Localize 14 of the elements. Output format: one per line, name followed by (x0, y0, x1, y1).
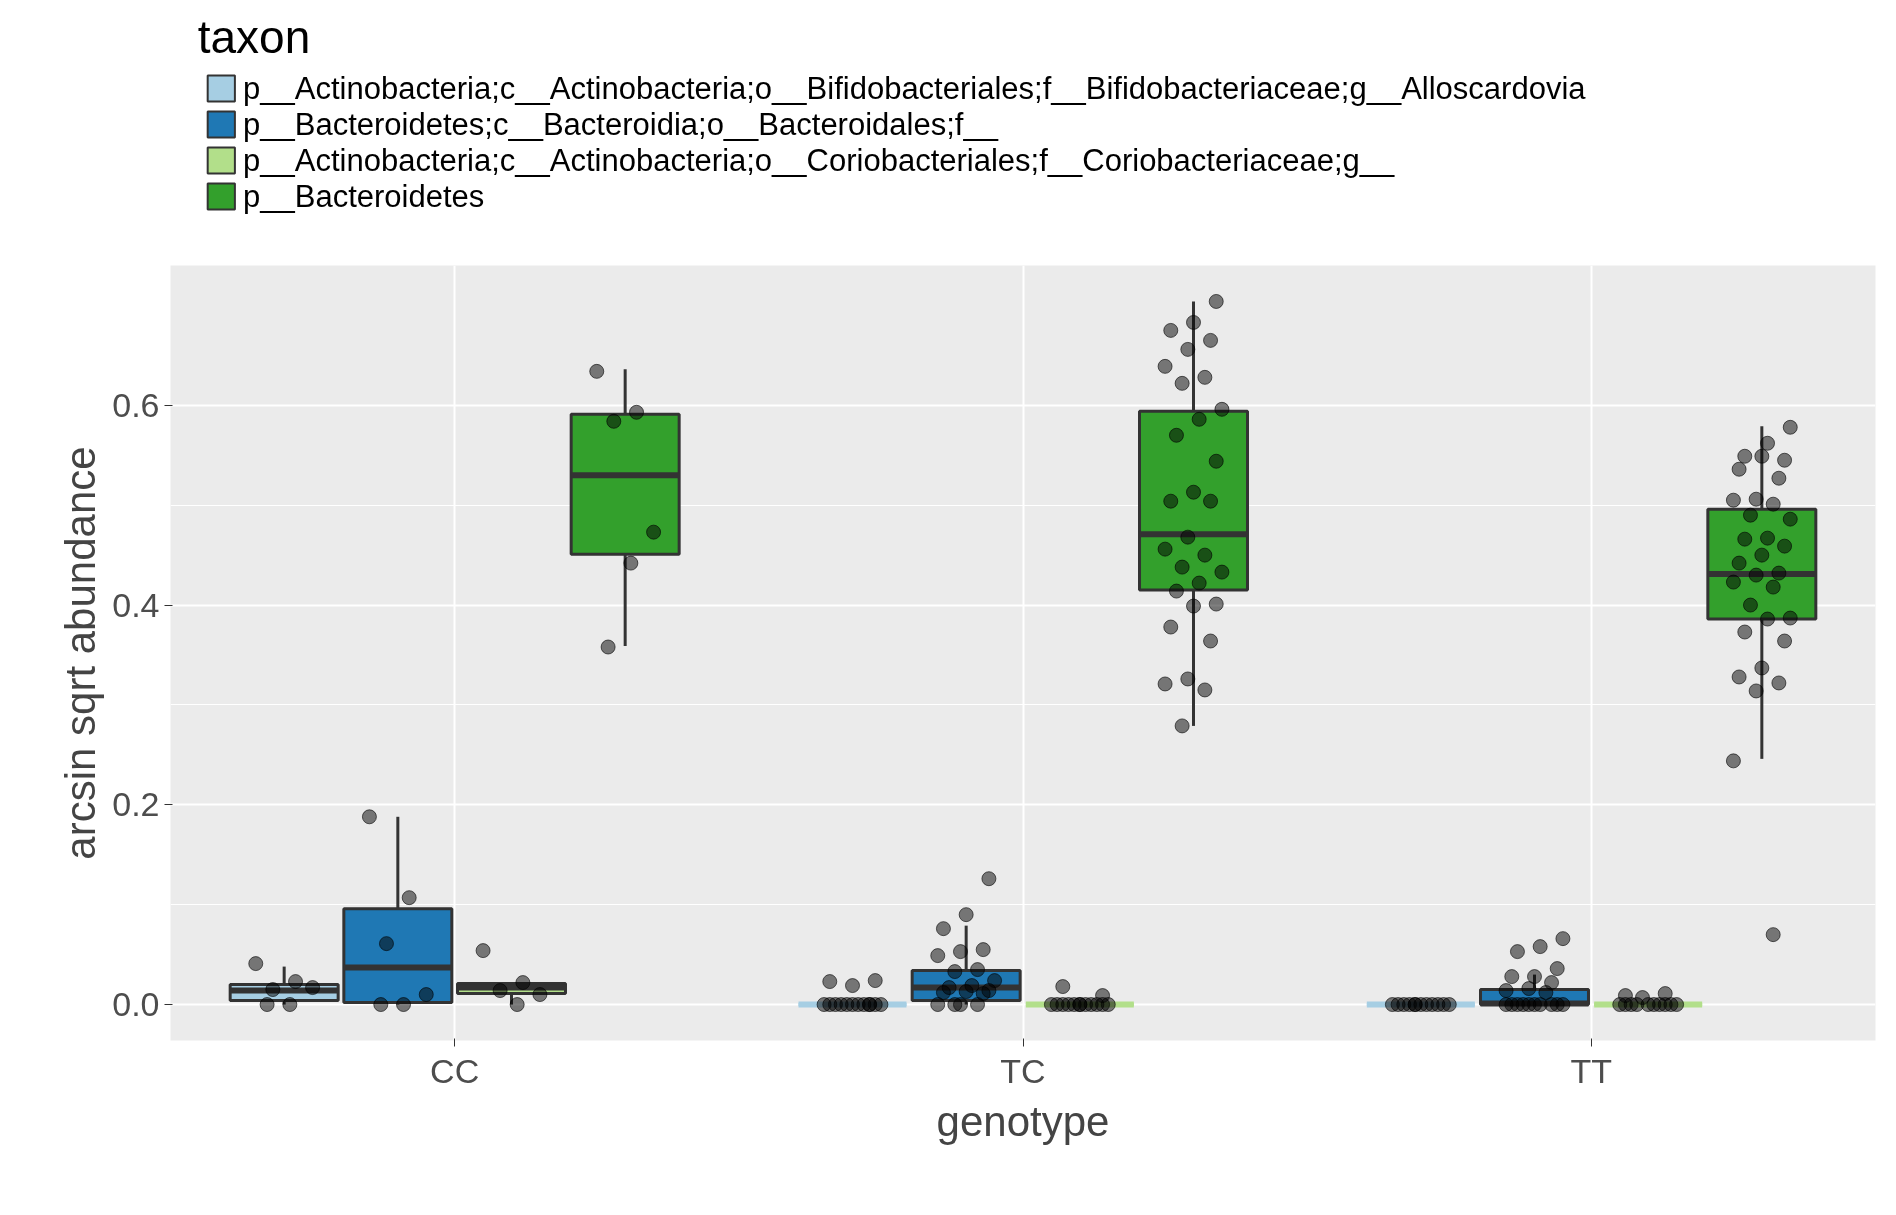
legend-label: p__Bacteroidetes (243, 179, 485, 214)
legend-label: p__Bacteroidetes;c__Bacteroidia;o__Bacteroidales;f__ (243, 107, 999, 142)
x-axis-title: genotype (936, 1097, 1110, 1145)
x-tick-label: TC (1000, 1051, 1046, 1090)
legend-label: p__Actinobacteria;c__Actinobacteria;o__Coriobacteriales;f__Coriobacteriaceae;g__ (243, 143, 1395, 178)
x-tick-label: CC (430, 1051, 480, 1090)
legend-label: p__Actinobacteria;c__Actinobacteria;o__Bifidobacteriales;f__Bifidobacteriaceae;g__Alloscardovia (243, 71, 1587, 106)
y-tick-label: 0.6 (112, 385, 160, 424)
y-tick-label: 0.0 (112, 985, 160, 1024)
y-tick-label: 0.4 (112, 585, 160, 624)
x-tick-label: TT (1570, 1051, 1613, 1090)
y-axis-title: arcsin sqrt abundance (57, 446, 105, 860)
legend-title: taxon (197, 10, 311, 63)
y-tick-label: 0.2 (112, 785, 160, 824)
